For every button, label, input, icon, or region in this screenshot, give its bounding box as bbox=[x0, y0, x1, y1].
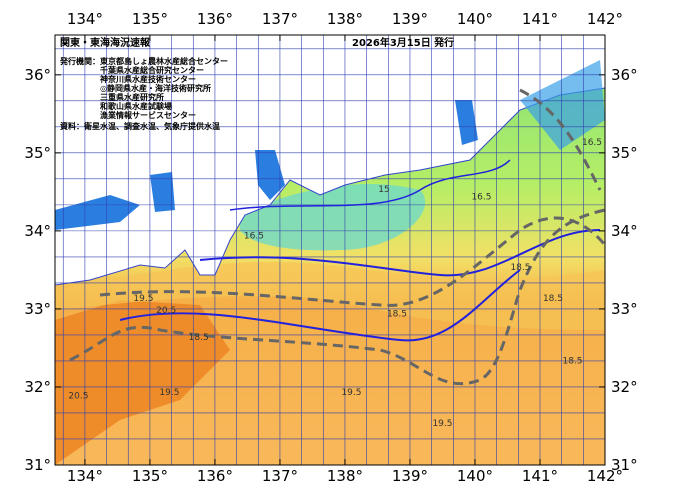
contour-label: 16.5 bbox=[582, 138, 602, 148]
lat-tick-label: 32° bbox=[24, 378, 51, 396]
lon-tick-label: 138° bbox=[327, 10, 363, 28]
osaka-bay bbox=[150, 172, 175, 212]
inland-sea bbox=[55, 195, 140, 230]
axes: 134° 134° 135° 135° 136° 136° 137° 137° 138° 138°… bbox=[24, 10, 637, 485]
contour-label: 15 bbox=[378, 185, 389, 195]
map-frame bbox=[54, 34, 606, 466]
lon-tick-label: 140° bbox=[457, 10, 493, 28]
lon-tick-label: 135° bbox=[132, 10, 168, 28]
publisher: 神奈川県水産技術センター bbox=[100, 74, 196, 84]
lat-tick-label: 36° bbox=[24, 66, 51, 84]
contour-label: 20.5 bbox=[68, 392, 88, 402]
cold-water bbox=[520, 60, 605, 150]
publisher: 三重県水産研究所 bbox=[100, 92, 164, 102]
contour-label: 16.5 bbox=[471, 193, 491, 203]
lat-tick-label: 35° bbox=[611, 144, 638, 162]
lon-tick-label: 138° bbox=[327, 467, 363, 485]
lon-tick-label: 137° bbox=[262, 467, 298, 485]
lat-tick-label: 33° bbox=[611, 300, 638, 318]
lon-tick-label: 139° bbox=[392, 10, 428, 28]
lon-tick-label: 137° bbox=[262, 10, 298, 28]
lon-tick-label: 141° bbox=[522, 10, 558, 28]
contour-labels: 19.520.520.5 19.518.518.519.518.518.518.5… bbox=[68, 138, 602, 429]
lat-tick-label: 33° bbox=[24, 300, 51, 318]
lon-tick-label: 140° bbox=[457, 467, 493, 485]
ise-bay bbox=[255, 150, 285, 200]
lon-tick-label: 135° bbox=[132, 467, 168, 485]
lat-tick-label: 31° bbox=[24, 456, 51, 474]
lon-tick-label: 136° bbox=[197, 467, 233, 485]
publisher: 和歌山県水産試験場 bbox=[100, 101, 172, 111]
lat-tick-label: 36° bbox=[611, 66, 638, 84]
map-title: 関東・東海海況速報 bbox=[60, 36, 151, 49]
contour-line bbox=[229, 159, 511, 211]
lat-tick-label: 34° bbox=[611, 222, 638, 240]
warm-water bbox=[55, 300, 230, 465]
contour-line bbox=[119, 269, 521, 342]
lon-tick-label: 142° bbox=[587, 10, 623, 28]
lon-tick-label: 141° bbox=[522, 467, 558, 485]
lat-tick-label: 31° bbox=[611, 456, 638, 474]
current-axis bbox=[69, 208, 605, 386]
publisher-list: 東京都島しょ農林水産総合センター千葉県水産総合研究センター神奈川県水産技術センタ… bbox=[100, 56, 228, 120]
contour-label: 16.5 bbox=[244, 232, 264, 242]
lon-tick-label: 134° bbox=[67, 10, 103, 28]
contour-label: 19.5 bbox=[133, 294, 153, 304]
graticule bbox=[55, 35, 605, 465]
contour-label: 18.5 bbox=[562, 357, 582, 367]
lon-tick-label: 142° bbox=[587, 467, 623, 485]
tokyo-bay bbox=[455, 100, 478, 145]
lat-tick-label: 32° bbox=[611, 378, 638, 396]
issue-date: 2026年3月15日 発行 bbox=[352, 36, 454, 49]
contour-label: 19.5 bbox=[432, 419, 452, 429]
contour-label: 18.5 bbox=[387, 310, 407, 320]
publisher: 漁業情報サービスセンター bbox=[100, 110, 196, 120]
contour-label: 19.5 bbox=[341, 388, 361, 398]
publisher: 千葉県水産総合研究センター bbox=[100, 65, 204, 75]
publisher-label: 発行機関： bbox=[59, 56, 100, 66]
lat-tick-label: 35° bbox=[24, 144, 51, 162]
contour-label: 20.5 bbox=[156, 306, 176, 316]
publisher: 東京都島しょ農林水産総合センター bbox=[100, 56, 228, 66]
publisher: ◎静岡県水産・海洋技術研究所 bbox=[100, 83, 211, 93]
map-area: 19.520.520.5 19.518.518.519.518.518.518.5… bbox=[55, 35, 605, 465]
data-sources: 資料：衛星水温、調査水温、気象庁提供水温 bbox=[60, 121, 220, 131]
current-axis bbox=[519, 88, 602, 191]
contour-label: 18.5 bbox=[189, 333, 209, 343]
current-axis bbox=[99, 216, 605, 307]
contour-label: 19.5 bbox=[159, 388, 179, 398]
lat-tick-label: 34° bbox=[24, 222, 51, 240]
sea-band bbox=[55, 261, 605, 330]
contour-label: 18.5 bbox=[543, 294, 563, 304]
lon-tick-label: 134° bbox=[67, 467, 103, 485]
contour-label: 18.5 bbox=[510, 263, 530, 273]
cool-water bbox=[240, 184, 426, 251]
lon-tick-label: 139° bbox=[392, 467, 428, 485]
lon-tick-label: 136° bbox=[197, 10, 233, 28]
